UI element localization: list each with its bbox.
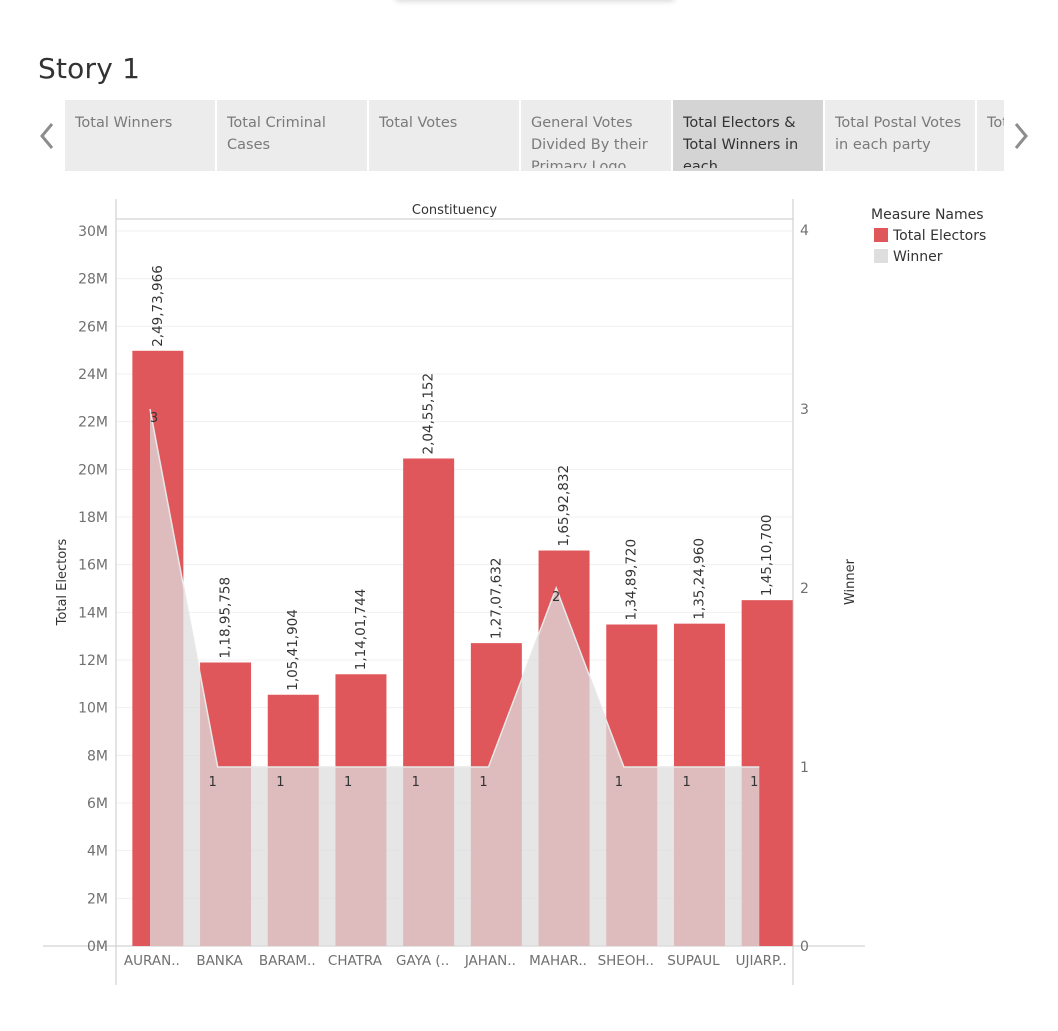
column-header: Constituency (412, 203, 497, 218)
right-axis-title: Winner (843, 558, 858, 605)
data-label-total-electors: 1,14,01,744 (353, 589, 369, 671)
category-tick-label: GAYA (.. (396, 953, 449, 969)
tab-total-criminal-cases[interactable]: Total Criminal Cases (217, 100, 367, 171)
data-label-winner: 2 (552, 590, 560, 605)
chevron-right-icon[interactable] (1010, 118, 1034, 154)
right-axis-tick-label: 4 (800, 223, 809, 239)
left-axis-tick-label: 24M (78, 367, 108, 383)
data-label-total-electors: 1,27,07,632 (488, 558, 504, 640)
right-axis-tick-label: 3 (800, 402, 809, 418)
legend-title: Measure Names (871, 207, 984, 223)
category-tick-label: SUPAUL (667, 953, 720, 969)
legend-label: Winner (893, 249, 943, 265)
left-axis-tick-label: 14M (78, 605, 108, 621)
left-axis-tick-label: 28M (78, 272, 108, 288)
category-tick-label: CHATRA (328, 953, 383, 969)
data-label-winner: 1 (615, 775, 623, 790)
left-axis-tick-label: 26M (78, 319, 108, 335)
left-axis-tick-label: 2M (87, 891, 108, 907)
left-axis-tick-label: 22M (78, 415, 108, 431)
category-tick-label: MAHAR.. (529, 953, 587, 969)
tab-total-postal-votes[interactable]: Total Postal Votes in each party (825, 100, 975, 171)
category-tick-label: BARAM.. (259, 953, 316, 969)
legend-swatch (874, 249, 888, 263)
left-axis-tick-label: 6M (87, 796, 108, 812)
data-label-winner: 1 (682, 775, 690, 790)
right-axis-tick-label: 0 (800, 939, 809, 955)
data-label-winner: 1 (344, 775, 352, 790)
right-axis-tick-label: 1 (800, 760, 809, 776)
tab-general-votes[interactable]: General Votes Divided By their Primary L… (521, 100, 671, 171)
data-label-winner: 3 (150, 411, 158, 426)
story-point-tabs: Total Winners Total Criminal Cases Total… (65, 100, 1004, 171)
line-winner (149, 408, 760, 768)
data-label-total-electors: 1,45,10,700 (759, 515, 775, 597)
data-label-total-electors: 2,04,55,152 (421, 373, 437, 455)
tab-total-winners[interactable]: Total Winners (65, 100, 215, 171)
tab-total-electors-winners[interactable]: Total Electors & Total Winners in each C… (673, 100, 823, 171)
category-tick-label: SHEOH.. (598, 953, 654, 969)
category-tick-label: AURAN.. (124, 953, 180, 969)
category-tick-label: BANKA (196, 953, 243, 969)
data-label-total-electors: 1,35,24,960 (691, 538, 707, 620)
left-axis-tick-label: 12M (78, 653, 108, 669)
data-label-winner: 1 (750, 775, 758, 790)
area-winner (150, 409, 760, 946)
category-tick-label: UJIARP.. (736, 953, 787, 969)
tab-total-votes[interactable]: Total Votes (369, 100, 519, 171)
data-label-total-electors: 1,34,89,720 (624, 539, 640, 621)
data-label-winner: 1 (209, 775, 217, 790)
data-label-total-electors: 1,05,41,904 (285, 609, 301, 691)
data-label-total-electors: 1,65,92,832 (556, 465, 572, 547)
data-label-winner: 1 (479, 775, 487, 790)
category-tick-label: JAHAN.. (464, 953, 516, 969)
left-axis-title: Total Electors (55, 538, 70, 626)
legend-swatch (874, 228, 888, 242)
left-axis-tick-label: 0M (87, 939, 108, 955)
left-axis-tick-label: 8M (87, 748, 108, 764)
left-axis-tick-label: 20M (78, 462, 108, 478)
right-axis-tick-label: 2 (800, 581, 809, 597)
left-axis-tick-label: 16M (78, 558, 108, 574)
tab-total-state[interactable]: Total State (977, 100, 1004, 171)
story-title: Story 1 (38, 52, 141, 85)
left-axis-tick-label: 30M (78, 224, 108, 240)
data-label-winner: 1 (412, 775, 420, 790)
data-label-winner: 1 (276, 775, 284, 790)
data-label-total-electors: 1,18,95,758 (218, 577, 234, 659)
left-axis-tick-label: 4M (87, 844, 108, 860)
left-axis-tick-label: 10M (78, 701, 108, 717)
legend-label: Total Electors (892, 228, 986, 244)
data-label-total-electors: 2,49,73,966 (150, 265, 166, 347)
left-axis-tick-label: 18M (78, 510, 108, 526)
chevron-left-icon[interactable] (36, 118, 60, 154)
